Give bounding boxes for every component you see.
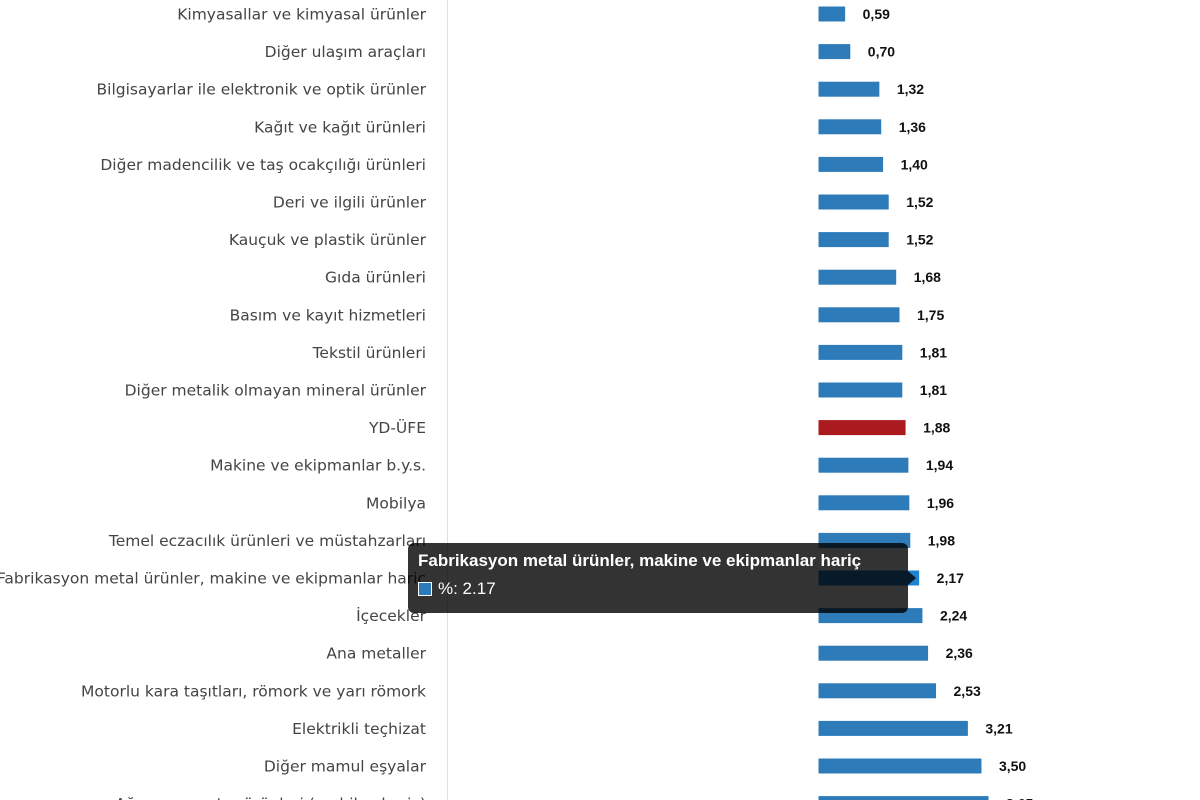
data-label: 3,50	[999, 758, 1026, 774]
bar[interactable]	[817, 5, 847, 23]
category-label: Basım ve kayıt hizmetleri	[230, 306, 426, 324]
bar[interactable]	[817, 795, 990, 800]
category-label: Bilgisayarlar ile elektronik ve optik ür…	[97, 81, 427, 99]
category-label: Elektrikli teçhizat	[292, 720, 426, 738]
tooltip-swatch	[418, 582, 432, 596]
data-label: 1,32	[897, 81, 924, 97]
category-label: Ağaç ve mantar ürünleri (mobilya hariç)	[115, 795, 426, 800]
bar[interactable]	[817, 155, 885, 173]
data-label: 1,40	[901, 156, 928, 172]
data-label: 1,94	[926, 457, 953, 473]
data-label: 0,70	[868, 44, 895, 60]
bar[interactable]	[817, 494, 911, 512]
data-label: 1,98	[928, 532, 955, 548]
category-label: YD-ÜFE	[368, 418, 426, 437]
bar[interactable]	[817, 268, 898, 286]
category-label: Ana metaller	[326, 645, 426, 663]
bar[interactable]	[817, 231, 890, 249]
category-label: Kimyasallar ve kimyasal ürünler	[177, 6, 426, 24]
data-label: 1,36	[899, 119, 926, 135]
tooltip-value: %: 2.17	[438, 579, 496, 598]
category-label: Makine ve ekipmanlar b.y.s.	[210, 457, 426, 475]
data-label: 0,59	[863, 6, 890, 22]
category-label: Temel eczacılık ürünleri ve müstahzarlar…	[108, 532, 426, 550]
category-label: Diğer mamul eşyalar	[264, 758, 427, 776]
bar[interactable]	[817, 343, 904, 361]
bar[interactable]	[817, 757, 983, 775]
category-label: Motorlu kara taşıtları, römork ve yarı r…	[81, 682, 426, 700]
bar[interactable]	[817, 381, 904, 399]
category-label: Gıda ürünleri	[325, 269, 426, 287]
data-label: 1,52	[906, 194, 933, 210]
bar[interactable]	[817, 419, 907, 437]
tooltip-title: Fabrikasyon metal ürünler, makine ve eki…	[418, 551, 862, 570]
data-label: 1,75	[917, 307, 944, 323]
data-label: 1,96	[927, 495, 954, 511]
tooltip-arrow	[908, 571, 916, 585]
bar[interactable]	[817, 118, 883, 136]
category-label: Fabrikasyon metal ürünler, makine ve eki…	[0, 570, 426, 588]
bar[interactable]	[817, 644, 930, 662]
category-label: Kauçuk ve plastik ürünler	[229, 231, 427, 249]
data-label: 2,36	[946, 645, 973, 661]
data-label: 2,17	[937, 570, 964, 586]
category-label: Diğer madencilik ve taş ocakçılığı ürünl…	[100, 156, 426, 174]
data-label: 1,68	[914, 269, 941, 285]
data-label: 2,24	[940, 608, 967, 624]
data-label: 1,81	[920, 382, 947, 398]
bar[interactable]	[817, 682, 938, 700]
data-label: 3,21	[985, 720, 1012, 736]
category-label: Kağıt ve kağıt ürünleri	[254, 118, 426, 136]
category-label: Deri ve ilgili ürünler	[273, 194, 427, 212]
category-label: Diğer ulaşım araçları	[265, 43, 426, 61]
data-label: 1,88	[923, 420, 950, 436]
data-label: 3,65	[1006, 796, 1033, 800]
tooltip: Fabrikasyon metal ürünler, makine ve eki…	[408, 543, 916, 613]
bar[interactable]	[817, 80, 881, 98]
category-label: Tekstil ürünleri	[312, 344, 426, 362]
data-label: 1,81	[920, 344, 947, 360]
bar[interactable]	[817, 719, 969, 737]
bar[interactable]	[817, 306, 901, 324]
bar[interactable]	[817, 456, 910, 474]
category-label: Mobilya	[366, 494, 426, 512]
data-label: 1,52	[906, 232, 933, 248]
category-label: Diğer metalik olmayan mineral ürünler	[125, 382, 427, 400]
bar[interactable]	[817, 43, 852, 61]
data-label: 2,53	[954, 683, 981, 699]
bar[interactable]	[817, 193, 890, 211]
